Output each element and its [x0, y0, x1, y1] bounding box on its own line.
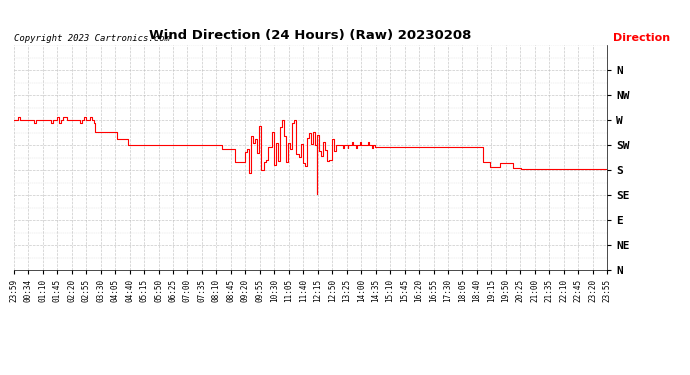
Text: Copyright 2023 Cartronics.com: Copyright 2023 Cartronics.com: [14, 34, 170, 43]
Text: Direction: Direction: [613, 33, 670, 43]
Title: Wind Direction (24 Hours) (Raw) 20230208: Wind Direction (24 Hours) (Raw) 20230208: [149, 30, 472, 42]
